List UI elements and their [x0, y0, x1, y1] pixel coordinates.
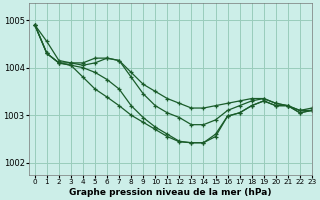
X-axis label: Graphe pression niveau de la mer (hPa): Graphe pression niveau de la mer (hPa) — [69, 188, 272, 197]
